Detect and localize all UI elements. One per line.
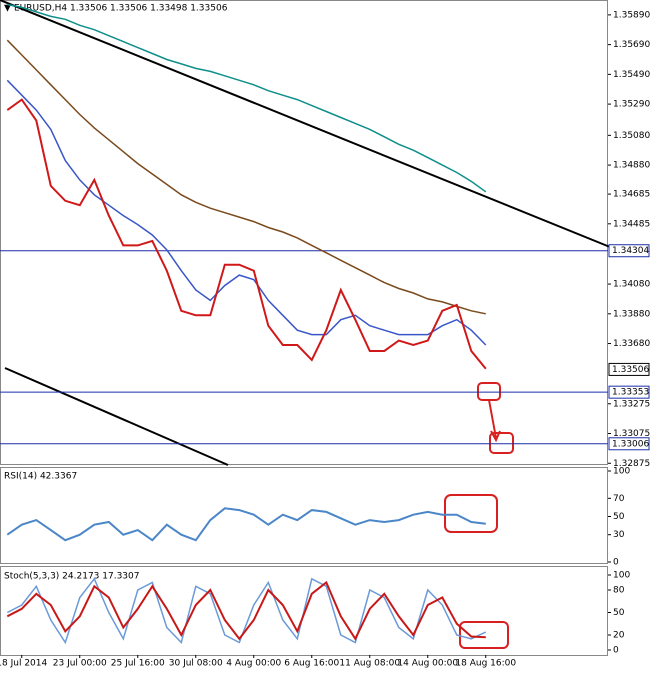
x-tick-label: 30 Jul 08:00 <box>169 659 223 669</box>
annotation-box <box>444 494 498 533</box>
y-tick-label: 80 <box>613 586 625 596</box>
y-tick-label: 1.35080 <box>613 131 650 141</box>
x-tick-label: 11 Aug 08:00 <box>339 659 400 669</box>
x-tick-label: 18 Aug 16:00 <box>455 659 516 669</box>
annotations <box>444 382 514 649</box>
price-label: 1.33506 <box>612 365 649 375</box>
level-label: 1.34304 <box>612 246 649 256</box>
y-tick-label: 1.33075 <box>613 429 650 439</box>
rsi-panel <box>0 467 608 564</box>
chart-title: EURUSD,H4 1.33506 1.33506 1.33498 1.3350… <box>14 4 228 14</box>
trend-line <box>0 0 611 248</box>
y-tick-label: 50 <box>613 608 625 618</box>
menu-icon: ▼ <box>4 4 11 14</box>
x-tick-label: 6 Aug 16:00 <box>284 659 339 669</box>
level-box <box>608 244 650 258</box>
chart-title: Stoch(5,3,3) 24.2173 17.3307 <box>4 572 139 582</box>
series-line <box>6 39 486 315</box>
x-tick-label: 23 Jul 00:00 <box>53 659 107 669</box>
x-tick-label: 18 Jul 2014 <box>0 659 47 669</box>
y-tick-label: 1.32875 <box>613 459 650 469</box>
level-box <box>608 385 650 399</box>
trend-line <box>4 367 229 466</box>
y-tick-label: 1.35890 <box>613 10 650 20</box>
series-line <box>6 79 487 346</box>
y-tick-label: 0 <box>613 646 619 656</box>
y-tick-label: 50 <box>613 512 625 522</box>
stoch-panel <box>0 566 608 656</box>
y-tick-label: 100 <box>613 571 630 581</box>
series-line <box>6 507 486 542</box>
y-tick-label: 20 <box>613 631 625 641</box>
y-tick-label: 1.33880 <box>613 309 650 319</box>
price-box <box>608 362 650 376</box>
y-tick-label: 1.34880 <box>613 161 650 171</box>
y-tick-label: 1.33680 <box>613 339 650 349</box>
series-line <box>6 577 487 645</box>
annotation-box <box>477 382 501 401</box>
series-line <box>7 3 487 193</box>
annotation-box <box>489 432 514 454</box>
level-label: 1.33353 <box>612 388 649 398</box>
x-tick-label: 25 Jul 16:00 <box>111 659 165 669</box>
level-label: 1.33006 <box>612 439 649 449</box>
chart-title: RSI(14) 42.3367 <box>4 472 77 482</box>
y-tick-label: 1.35290 <box>613 100 650 110</box>
annotation-box <box>459 621 509 649</box>
y-tick-label: 1.35690 <box>613 40 650 50</box>
y-tick-label: 70 <box>613 494 625 504</box>
series-line <box>6 580 486 641</box>
main-panel <box>0 0 608 465</box>
y-tick-label: 1.34485 <box>613 219 650 229</box>
y-tick-label: 1.33275 <box>613 399 650 409</box>
y-tick-label: 1.34080 <box>613 280 650 290</box>
x-tick-label: 4 Aug 00:00 <box>226 659 281 669</box>
level-box <box>608 437 650 451</box>
y-tick-label: 1.35490 <box>613 70 650 80</box>
y-tick-label: 0 <box>613 558 619 568</box>
series-line <box>6 98 487 370</box>
y-tick-label: 30 <box>613 530 625 540</box>
y-tick-label: 100 <box>613 467 630 477</box>
y-tick-label: 1.34685 <box>613 190 650 200</box>
x-tick-label: 14 Aug 00:00 <box>397 659 458 669</box>
